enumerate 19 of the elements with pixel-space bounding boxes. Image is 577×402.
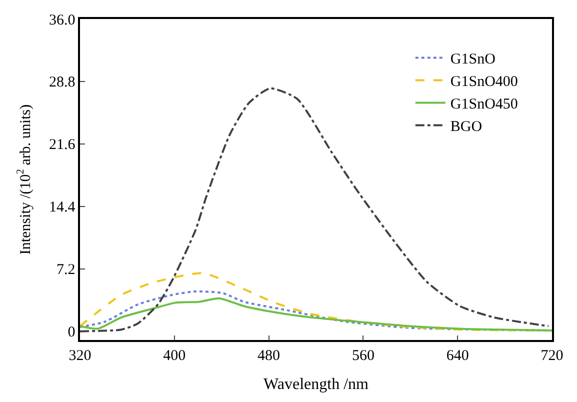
y-tick-label: 36.0	[49, 12, 76, 28]
legend-label: BGO	[450, 119, 482, 136]
legend-label: G1SnO400	[450, 74, 518, 90]
line-series	[80, 87, 550, 332]
legend-label: G1SnO450	[450, 96, 518, 113]
x-tick-label: 400	[163, 348, 186, 364]
x-tick-label: 560	[352, 348, 374, 364]
y-tick-label: 21.6	[49, 137, 76, 154]
legend-label: G1SnO	[450, 52, 496, 68]
y-tick-label: 14.4	[49, 200, 76, 216]
x-axis-title: Wavelength /nm	[264, 376, 370, 393]
x-tick-label: 640	[446, 348, 469, 364]
line-series	[80, 297, 552, 332]
x-tick-label: 480	[258, 348, 280, 364]
y-tick-label: 0	[68, 324, 76, 341]
x-tick-label: 720	[540, 348, 564, 364]
y-tick-label: 28.8	[49, 74, 76, 91]
x-tick-label: 320	[68, 348, 92, 364]
y-tick-label: 7.2	[56, 262, 76, 278]
